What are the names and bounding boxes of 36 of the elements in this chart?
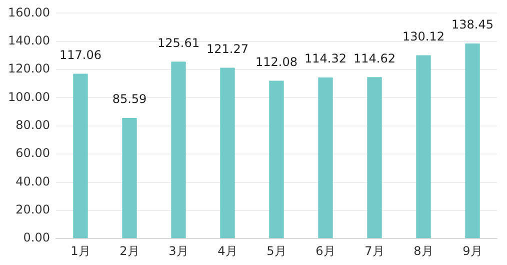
data-label: 138.45 <box>452 18 494 32</box>
data-label: 125.61 <box>157 36 200 50</box>
bar <box>171 62 186 238</box>
x-tick-label: 6月 <box>316 244 336 258</box>
x-tick-label: 4月 <box>218 244 238 258</box>
bar <box>465 44 480 238</box>
bar <box>269 80 284 238</box>
bar <box>367 77 382 238</box>
data-label: 112.08 <box>255 54 298 69</box>
data-label: 121.27 <box>206 42 248 56</box>
y-tick-label: 60.00 <box>16 146 50 160</box>
data-label: 114.62 <box>353 51 396 66</box>
x-tick-label: 2月 <box>120 244 140 258</box>
y-tick-label: 100.00 <box>8 90 50 104</box>
y-tick-label: 140.00 <box>8 34 50 48</box>
x-tick-label: 8月 <box>414 244 434 258</box>
bar <box>73 74 88 238</box>
bar <box>122 118 137 238</box>
y-tick-label: 40.00 <box>16 174 50 188</box>
y-tick-label: 20.00 <box>16 202 50 217</box>
data-label: 117.06 <box>59 48 102 62</box>
y-tick-label: 120.00 <box>8 62 50 76</box>
data-label: 114.32 <box>304 52 346 66</box>
y-tick-label: 160.00 <box>8 5 50 20</box>
data-label: 85.59 <box>112 92 147 106</box>
x-tick-label: 1月 <box>70 244 90 258</box>
bar <box>416 55 431 238</box>
bar <box>318 78 333 238</box>
y-tick-label: 80.00 <box>16 118 50 132</box>
data-label: 130.12 <box>402 29 444 44</box>
x-tick-label: 9月 <box>462 244 482 258</box>
y-tick-label: 0.00 <box>23 230 50 245</box>
x-tick-label: 5月 <box>266 244 286 258</box>
x-tick-label: 3月 <box>168 244 188 258</box>
bar <box>220 68 235 238</box>
x-tick-label: 7月 <box>364 244 384 258</box>
